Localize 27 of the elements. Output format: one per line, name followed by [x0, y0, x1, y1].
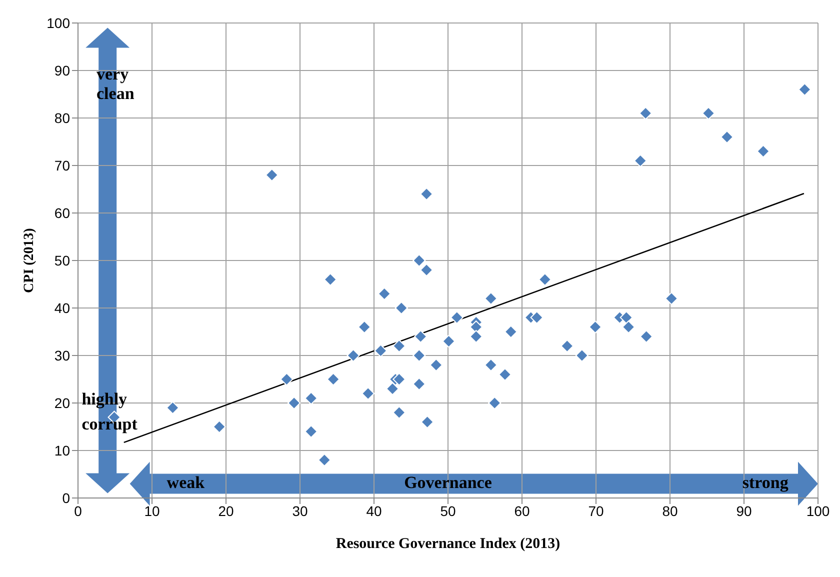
- x-tick-label: 0: [74, 502, 82, 519]
- annotation: weak: [166, 472, 206, 492]
- y-tick-label: 10: [54, 442, 70, 458]
- x-axis-title: Resource Governance Index (2013): [336, 536, 560, 552]
- x-tick-label: 60: [514, 502, 530, 519]
- y-axis-title: CPI (2013): [22, 228, 37, 293]
- y-tick-label: 60: [54, 204, 70, 221]
- x-tick-label: 30: [292, 502, 308, 519]
- y-tick-label: 0: [62, 490, 70, 506]
- x-tick-label: 10: [144, 502, 160, 519]
- y-tick-label: 20: [54, 394, 70, 411]
- y-tick-label: 30: [54, 347, 70, 364]
- y-tick-label: 40: [54, 300, 70, 316]
- x-tick-label: 20: [218, 502, 234, 519]
- x-tick-label: 80: [662, 502, 678, 519]
- x-tick-label: 50: [440, 502, 456, 519]
- y-tick-label: 80: [54, 110, 70, 126]
- x-tick-label: 90: [736, 502, 752, 519]
- annotation: strong: [742, 472, 789, 492]
- x-tick-label: 40: [366, 502, 382, 519]
- annotation: Governance: [404, 472, 492, 492]
- x-tick-label: 100: [806, 502, 830, 519]
- y-tick-label: 90: [54, 62, 70, 78]
- x-tick-label: 70: [588, 502, 604, 519]
- y-tick-label: 100: [46, 14, 70, 31]
- y-tick-label: 70: [54, 157, 70, 174]
- y-tick-label: 50: [54, 252, 70, 268]
